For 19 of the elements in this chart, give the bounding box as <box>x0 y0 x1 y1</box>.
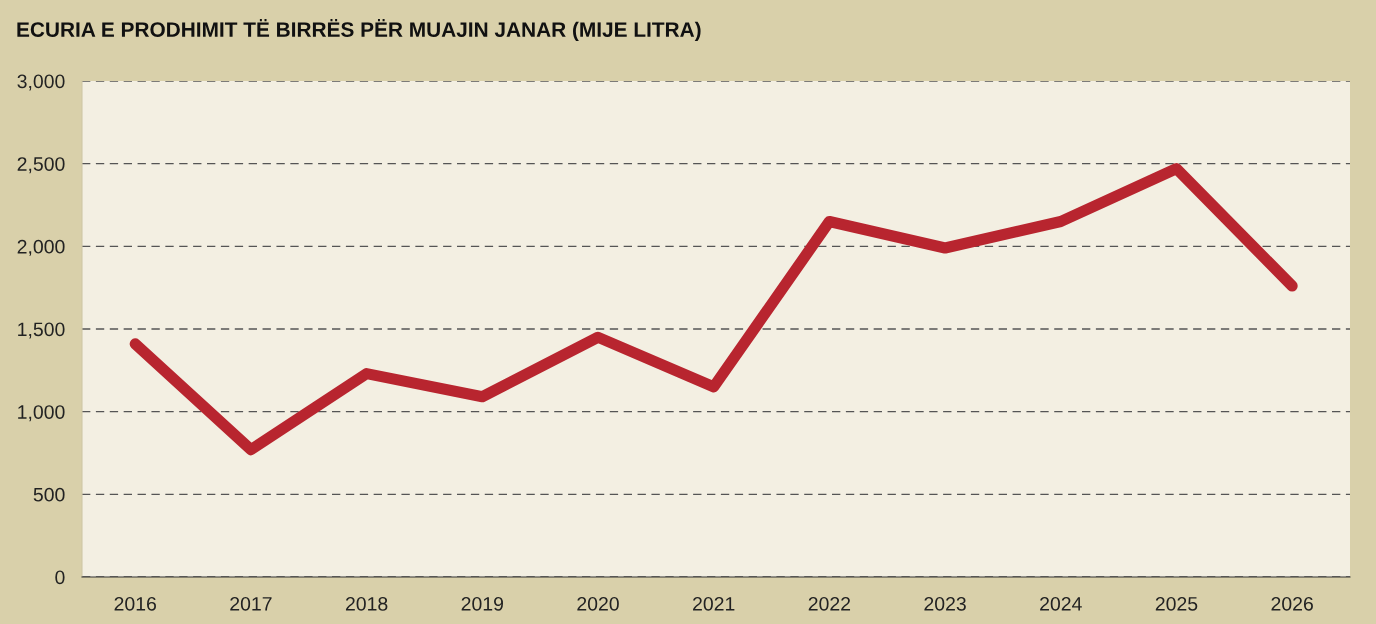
x-tick-label: 2017 <box>230 596 272 611</box>
y-tick-label: 3,000 <box>17 74 65 91</box>
x-tick-label: 2020 <box>577 596 619 611</box>
chart-title: ECURIA E PRODHIMIT TË BIRRËS PËR MUAJIN JANAR (MIJE LITRA) <box>17 18 701 42</box>
x-tick-label: 2018 <box>345 596 388 611</box>
x-tick-label: 2016 <box>114 596 156 611</box>
x-tick-label: 2024 <box>1040 596 1082 611</box>
x-tick-label: 2022 <box>808 596 851 611</box>
x-tick-label: 2021 <box>693 596 735 611</box>
y-tick-label: 1,000 <box>18 405 65 422</box>
x-tick-label: 2025 <box>1155 596 1198 611</box>
y-tick-label: 0 <box>55 570 65 585</box>
y-tick-label: 2,500 <box>17 157 65 174</box>
y-tick-label: 500 <box>33 487 65 502</box>
y-tick-label: 1,500 <box>18 322 65 339</box>
x-tick-label: 2023 <box>924 596 966 611</box>
x-tick-label: 2026 <box>1271 596 1313 611</box>
x-tick-label: 2019 <box>461 596 504 611</box>
y-tick-label: 2,000 <box>17 239 65 256</box>
